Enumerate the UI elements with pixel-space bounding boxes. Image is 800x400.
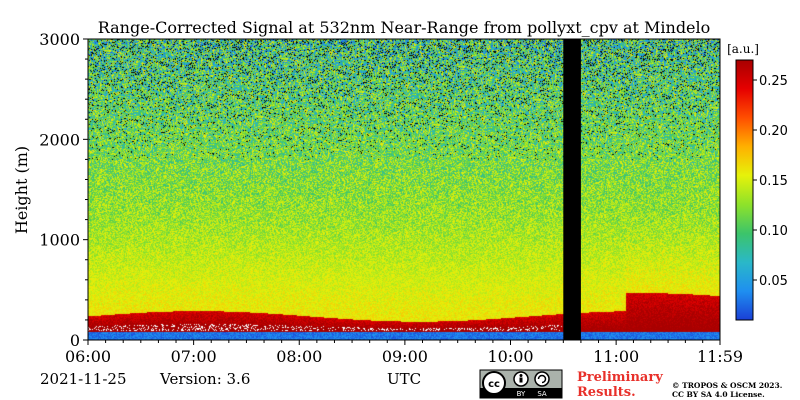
plot-frame <box>87 38 721 341</box>
x-tick-label: 09:00 <box>382 347 428 366</box>
y-axis-label: Height (m) <box>12 146 31 234</box>
badge-bottom-strip <box>480 388 562 398</box>
y-axis: 0 1000 2000 3000 <box>39 30 88 350</box>
y-tick-label: 1000 <box>39 231 80 250</box>
x-tick-label: 07:00 <box>171 347 217 366</box>
cc-icon-text: cc <box>488 379 500 390</box>
no-data-gap <box>563 39 581 340</box>
colorbar: [a.u.] 0.05 0.10 0.15 0.20 0.25 <box>727 42 788 321</box>
preliminary-label-line1: Preliminary <box>577 370 663 385</box>
colorbar-tick-label: 0.15 <box>759 174 788 189</box>
x-tick-label: 08:00 <box>276 347 322 366</box>
colorbar-gradient <box>735 59 754 321</box>
version-label: Version: 3.6 <box>159 370 250 388</box>
y-tick-label: 3000 <box>39 30 80 49</box>
preliminary-label-line2: Results. <box>577 385 636 400</box>
copyright-line2: CC BY SA 4.0 License. <box>672 390 765 399</box>
sa-label: SA <box>537 390 547 398</box>
colorbar-ticks: 0.05 0.10 0.15 0.20 0.25 <box>753 74 788 289</box>
plot-area: 06:00 07:00 08:00 09:00 10:00 11:00 11:59 0 100… <box>39 30 743 366</box>
colorbar-unit: [a.u.] <box>727 42 759 56</box>
chart-title: Range-Corrected Signal at 532nm Near-Ran… <box>98 18 711 37</box>
x-tick-label: 06:00 <box>65 347 111 366</box>
colorbar-tick-label: 0.05 <box>759 274 788 289</box>
by-icon-head <box>519 374 523 377</box>
cc-icon <box>482 371 506 395</box>
colorbar-tick-label: 0.25 <box>759 74 788 89</box>
date-label: 2021-11-25 <box>40 370 126 388</box>
heatmap-image <box>88 39 720 340</box>
colorbar-tick-label: 0.20 <box>759 124 788 139</box>
by-icon-body <box>519 377 523 383</box>
sa-icon-arrow <box>537 374 547 384</box>
x-tick-label: 11:59 <box>697 347 743 366</box>
by-label: BY <box>517 390 526 398</box>
x-tick-label: 11:00 <box>593 347 639 366</box>
x-tick-label: 10:00 <box>487 347 533 366</box>
colorbar-tick-label: 0.10 <box>759 224 788 239</box>
y-tick-label: 0 <box>70 331 80 350</box>
x-axis: 06:00 07:00 08:00 09:00 10:00 11:00 11:59 <box>65 340 743 366</box>
copyright-line1: © TROPOS & OSCM 2023. <box>672 381 782 390</box>
sa-icon <box>534 371 550 387</box>
x-axis-label: UTC <box>387 370 421 388</box>
cc-license-badge: cc BY SA <box>479 369 563 399</box>
y-tick-label: 2000 <box>39 130 80 149</box>
